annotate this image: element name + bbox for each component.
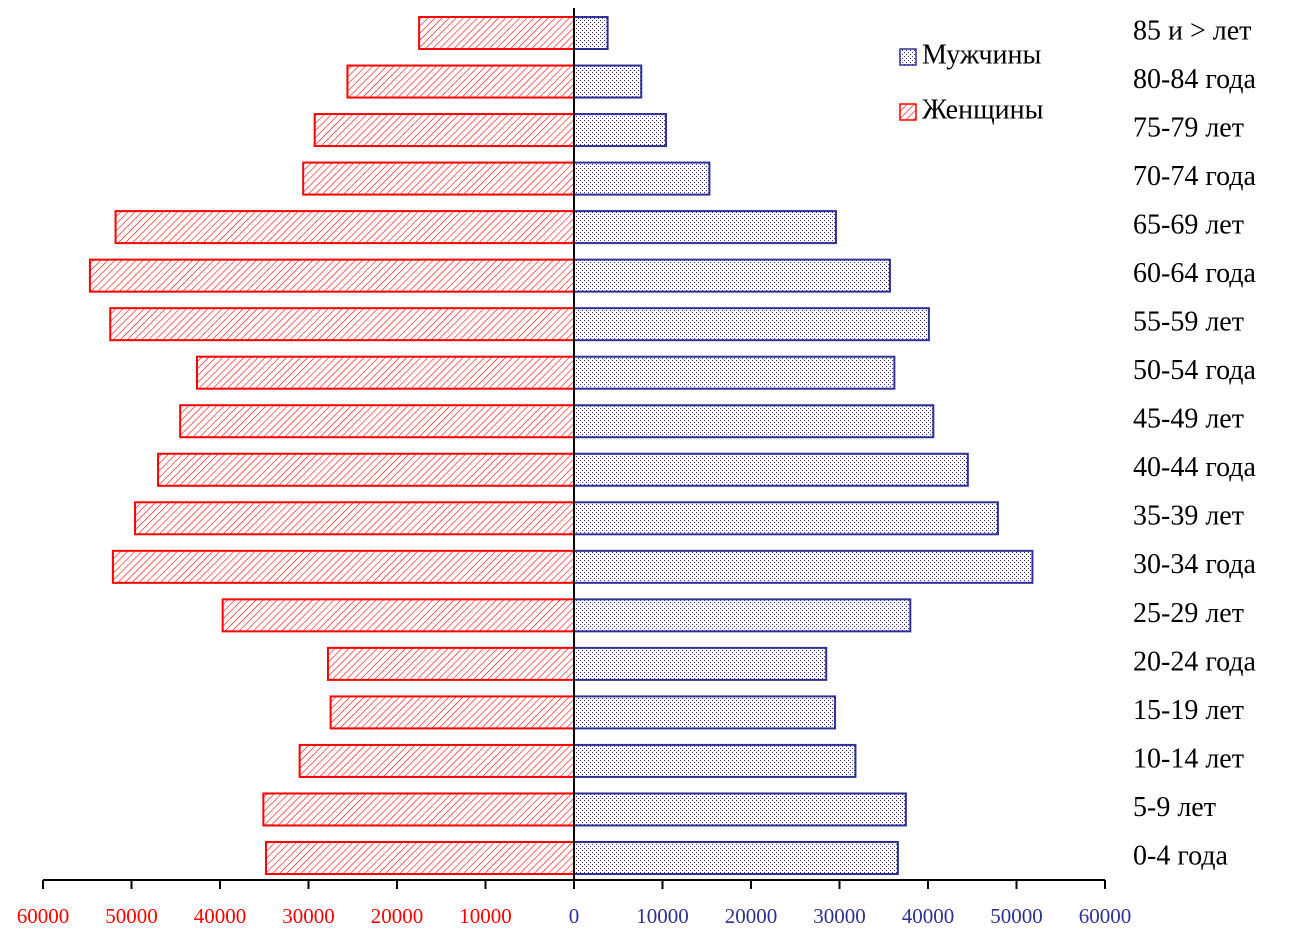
- bar: [573, 792, 907, 827]
- category-label: 50-54 года: [1133, 355, 1257, 386]
- bar: [88, 258, 575, 293]
- bar: [313, 113, 575, 148]
- category-label: 35-39 лет: [1133, 501, 1244, 532]
- bar: [134, 501, 575, 536]
- bar: [573, 113, 668, 148]
- bar: [326, 646, 575, 681]
- bar: [573, 598, 912, 633]
- bar: [114, 210, 575, 245]
- bar: [329, 695, 575, 730]
- bar: [109, 307, 575, 342]
- category-label: 45-49 лет: [1133, 404, 1244, 435]
- category-label: 65-69 лет: [1133, 210, 1244, 241]
- bar: [573, 501, 999, 536]
- x-tick-label: 40000: [902, 904, 955, 928]
- bar: [573, 355, 896, 390]
- category-label: 75-79 лет: [1133, 112, 1244, 143]
- bar: [346, 64, 575, 99]
- bar: [265, 841, 575, 875]
- legend-swatch: [899, 103, 917, 121]
- bar: [221, 598, 575, 633]
- category-label: 60-64 года: [1133, 258, 1257, 289]
- category-label: 20-24 года: [1133, 646, 1257, 677]
- category-label: 30-34 года: [1133, 549, 1257, 580]
- legend-swatch: [899, 48, 917, 66]
- category-label: 55-59 лет: [1133, 307, 1244, 338]
- bar: [573, 549, 1034, 584]
- category-label: 85 и > лет: [1133, 15, 1251, 46]
- bar: [573, 258, 891, 293]
- bar: [573, 452, 969, 487]
- category-label: 0-4 года: [1133, 840, 1229, 871]
- bar: [573, 743, 857, 778]
- x-tick-label: 30000: [813, 904, 866, 928]
- x-tick-label: 50000: [990, 904, 1043, 928]
- x-tick-label: 10000: [459, 904, 512, 928]
- bar: [302, 161, 575, 196]
- bar: [298, 743, 575, 778]
- bar: [418, 16, 575, 50]
- bar: [111, 549, 575, 584]
- bar: [157, 452, 576, 487]
- category-label: 70-74 года: [1133, 161, 1257, 192]
- category-label: 15-19 лет: [1133, 695, 1244, 726]
- x-tick-label: 0: [569, 904, 580, 928]
- x-tick-label: 10000: [636, 904, 689, 928]
- category-label: 5-9 лет: [1133, 792, 1216, 823]
- bar: [573, 210, 837, 245]
- bar: [573, 695, 837, 730]
- category-label: 40-44 года: [1133, 452, 1257, 483]
- legend-label: Мужчины: [922, 39, 1042, 70]
- bar: [262, 792, 575, 827]
- bar: [573, 307, 930, 342]
- x-tick-label: 60000: [17, 904, 70, 928]
- bar: [573, 841, 899, 875]
- bar: [573, 646, 828, 681]
- bar: [179, 404, 576, 439]
- category-label: 25-29 лет: [1133, 598, 1244, 629]
- bar: [573, 161, 711, 196]
- x-tick-label: 30000: [282, 904, 335, 928]
- x-tick-label: 20000: [725, 904, 778, 928]
- bar: [573, 404, 935, 439]
- x-tick-label: 50000: [105, 904, 158, 928]
- x-tick-label: 60000: [1079, 904, 1132, 928]
- category-label: 10-14 лет: [1133, 743, 1244, 774]
- category-label: 80-84 года: [1133, 64, 1257, 95]
- x-tick-label: 20000: [371, 904, 424, 928]
- legend-label: Женщины: [922, 94, 1044, 125]
- bar: [195, 355, 576, 390]
- bar: [573, 16, 609, 50]
- x-tick-label: 40000: [194, 904, 247, 928]
- bar: [573, 64, 643, 99]
